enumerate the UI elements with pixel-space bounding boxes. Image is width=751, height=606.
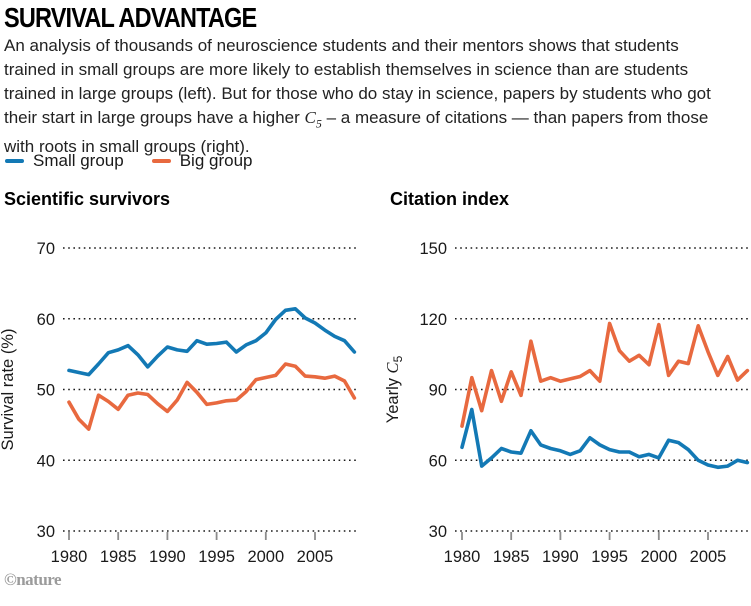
svg-text:30: 30	[37, 523, 55, 541]
legend-label-big-group: Big group	[179, 151, 253, 170]
svg-text:1980: 1980	[51, 548, 88, 566]
survival-rate-line-chart: 70 60 50 40 30 1980 1985 1990 1995 2000 2005 Surviv…	[0, 240, 358, 566]
svg-text:1980: 1980	[444, 548, 481, 566]
svg-text:1985: 1985	[493, 548, 530, 566]
svg-text:70: 70	[37, 240, 55, 258]
svg-text:1990: 1990	[149, 548, 186, 566]
svg-text:30: 30	[429, 523, 447, 541]
svg-text:50: 50	[37, 382, 55, 400]
svg-text:Survival rate (%): Survival rate (%)	[0, 329, 17, 451]
svg-text:Yearly C5: Yearly C5	[385, 355, 405, 423]
svg-text:60: 60	[37, 311, 55, 329]
description-part2: – a measure of citations — than papers f…	[4, 108, 709, 157]
svg-text:60: 60	[429, 452, 447, 470]
svg-text:2000: 2000	[247, 548, 284, 566]
citation-index-line-chart: 150 120 90 60 30 1980 1985 1990 1995 2000 2005 Year…	[385, 240, 750, 566]
svg-text:2005: 2005	[690, 548, 727, 566]
c5-symbol: C5	[304, 108, 322, 131]
description-text: An analysis of thousands of neuroscience…	[4, 34, 726, 159]
legend-item-big-group: Big group	[151, 151, 253, 171]
right-chart-title: Citation index	[390, 189, 510, 209]
legend-label-small-group: Small group	[33, 151, 124, 170]
left-chart-title: Scientific survivors	[4, 189, 171, 209]
nature-credit: ©nature	[4, 570, 62, 589]
svg-text:120: 120	[419, 311, 447, 329]
svg-text:1990: 1990	[542, 548, 579, 566]
small-group-line-swatch	[5, 158, 24, 164]
svg-text:2005: 2005	[297, 548, 334, 566]
svg-text:150: 150	[419, 240, 447, 258]
description-part1: An analysis of thousands of neuroscience…	[4, 36, 711, 127]
legend-item-small-group: Small group	[5, 151, 124, 171]
page-title: SURVIVAL ADVANTAGE	[4, 2, 257, 33]
svg-text:2000: 2000	[640, 548, 677, 566]
svg-text:40: 40	[37, 452, 55, 470]
svg-text:1985: 1985	[100, 548, 137, 566]
chart-legend: Small group Big group	[5, 151, 253, 171]
big-group-line-swatch	[151, 158, 171, 164]
svg-text:1995: 1995	[591, 548, 628, 566]
svg-text:90: 90	[429, 382, 447, 400]
svg-text:1995: 1995	[198, 548, 235, 566]
